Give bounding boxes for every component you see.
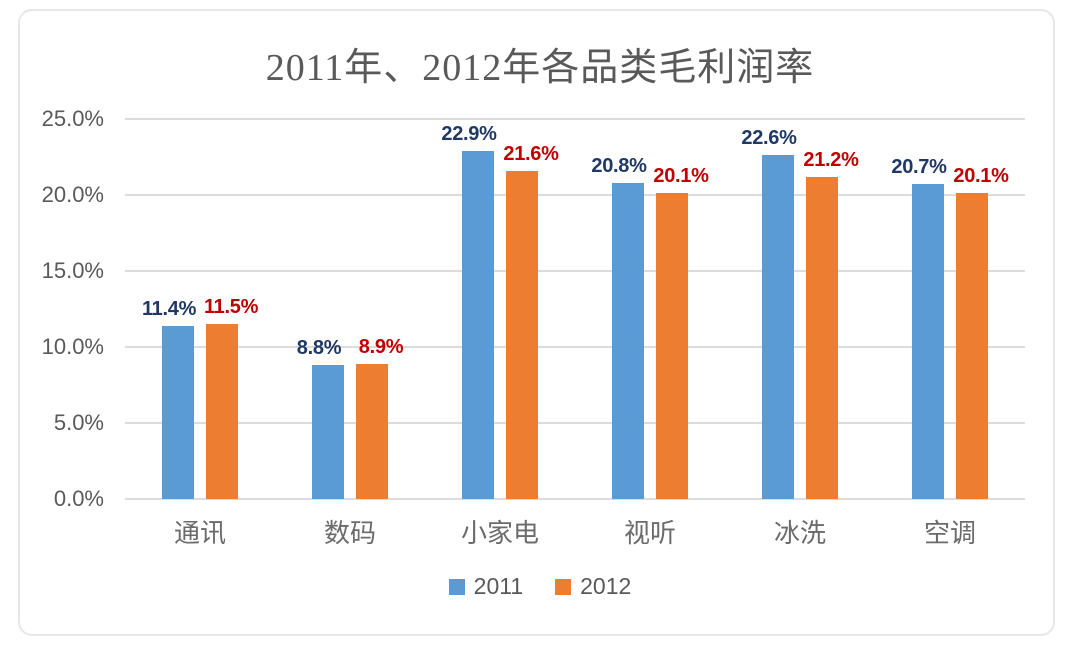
legend-swatch-icon	[555, 578, 572, 595]
y-axis-tick-label: 25.0%	[41, 106, 104, 131]
y-axis-tick-label: 20.0%	[41, 182, 104, 207]
y-axis-tick-label: 5.0%	[53, 410, 104, 435]
y-axis-tick-label: 10.0%	[41, 334, 104, 359]
data-label-2011-小家电: 22.9%	[441, 123, 497, 145]
data-label-2012-小家电: 21.6%	[503, 143, 559, 165]
data-label-2012-视听: 20.1%	[653, 165, 709, 187]
x-axis-category-label: 视听	[623, 519, 676, 548]
legend-label: 2011	[473, 573, 524, 599]
bar-2012-通讯	[206, 324, 238, 499]
bar-2012-空调	[956, 193, 988, 499]
gridline	[125, 118, 1025, 120]
gridline	[125, 194, 1025, 196]
data-label-2012-空调: 20.1%	[953, 165, 1009, 187]
data-label-2011-冰洗: 22.6%	[741, 127, 797, 149]
bar-2012-冰洗	[806, 177, 838, 499]
data-label-2011-视听: 20.8%	[591, 155, 647, 177]
gridline	[125, 498, 1025, 500]
bar-2011-通讯	[162, 326, 194, 499]
gridline	[125, 422, 1025, 424]
legend-label: 2012	[580, 573, 632, 599]
x-axis-category-label: 小家电	[460, 519, 539, 548]
bar-2012-数码	[356, 364, 388, 499]
bar-2012-视听	[656, 193, 688, 499]
data-label-2011-数码: 8.8%	[296, 337, 342, 359]
bar-2011-视听	[612, 183, 644, 499]
bar-2011-空调	[912, 184, 944, 499]
legend-item-2012: 2012	[555, 573, 631, 600]
data-label-2012-数码: 8.9%	[358, 336, 404, 358]
bar-2011-冰洗	[762, 155, 794, 499]
data-label-2011-空调: 20.7%	[891, 156, 947, 178]
legend-item-2011: 2011	[448, 573, 524, 600]
x-axis-category-label: 数码	[323, 519, 376, 548]
legend-swatch-icon	[448, 578, 465, 595]
data-label-2011-通讯: 11.4%	[141, 298, 197, 320]
x-axis-category-label: 空调	[923, 519, 976, 548]
chart-title: 2011年、2012年各品类毛利润率	[265, 47, 815, 89]
x-axis-category-label: 通讯	[173, 519, 226, 548]
gridline	[125, 346, 1025, 348]
bar-2011-数码	[312, 365, 344, 499]
data-label-2012-通讯: 11.5%	[203, 296, 259, 318]
gridline	[125, 270, 1025, 272]
chart-legend: 2011 2012	[0, 573, 1080, 600]
x-axis-category-label: 冰洗	[773, 519, 826, 548]
y-axis-tick-label: 15.0%	[41, 258, 104, 283]
y-axis-tick-label: 0.0%	[53, 486, 104, 511]
bar-2012-小家电	[506, 171, 538, 499]
data-label-2012-冰洗: 21.2%	[803, 149, 859, 171]
bar-2011-小家电	[462, 151, 494, 499]
